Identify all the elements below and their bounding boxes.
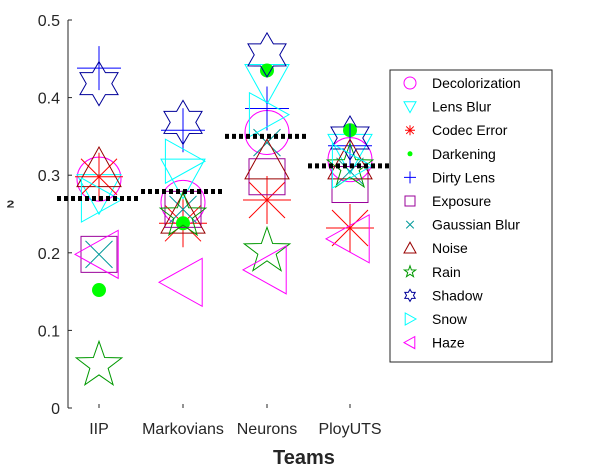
x-tick-label: IIP [89, 421, 109, 438]
y-axis-ticks: 0 0.1 0.2 0.3 0.4 0.5 [38, 13, 72, 418]
data-point [245, 86, 289, 131]
data-point [242, 225, 292, 272]
data-point [326, 203, 374, 252]
data-markers [73, 31, 375, 386]
y-tick-label: 0.2 [38, 246, 60, 263]
legend-label: Rain [432, 264, 461, 280]
data-point [158, 190, 208, 237]
data-point [80, 235, 118, 273]
legend-label: Exposure [432, 193, 491, 209]
y-tick-label: 0.4 [38, 91, 60, 108]
data-point [79, 60, 119, 107]
y-tick-label: 0.5 [38, 13, 60, 30]
legend-marker [403, 241, 417, 254]
x-tick-label: Markovians [142, 421, 224, 438]
data-point [330, 114, 370, 161]
y-axis-label: ₂ [6, 190, 15, 212]
data-point [248, 91, 291, 138]
legend-marker [404, 312, 418, 326]
legend-label: Haze [432, 335, 465, 351]
legend-marker [405, 220, 415, 229]
data-point [163, 99, 203, 146]
legend-label: Darkening [432, 146, 496, 162]
data-point [248, 158, 286, 196]
legend-label: Shadow [432, 287, 483, 303]
legend-marker [405, 125, 415, 136]
data-point [328, 123, 372, 168]
data-point [244, 138, 290, 180]
legend-label: Snow [432, 311, 468, 327]
data-point [157, 257, 203, 308]
data-point [75, 152, 123, 201]
legend-marker [403, 76, 417, 90]
data-point [336, 157, 364, 186]
data-point [164, 138, 207, 185]
legend-label: Lens Blur [432, 99, 491, 115]
legend-marker [403, 101, 417, 114]
legend-marker [402, 335, 416, 350]
legend-label: Decolorization [432, 75, 521, 91]
data-point [92, 283, 106, 298]
legend-label: Dirty Lens [432, 169, 495, 185]
y-tick-label: 0.1 [38, 323, 60, 340]
data-point [160, 192, 206, 234]
data-point [253, 128, 281, 157]
data-point [327, 138, 373, 180]
legend-marker [404, 195, 416, 207]
y-tick-label: 0 [51, 401, 60, 418]
data-point [241, 245, 287, 295]
legend-box [389, 69, 553, 363]
legend-label: Noise [432, 240, 468, 256]
legend-label: Gaussian Blur [432, 217, 520, 233]
legend-marker [407, 151, 413, 157]
mean-lines [57, 133, 392, 201]
data-point [247, 31, 287, 78]
data-point [74, 339, 124, 386]
data-point [260, 63, 274, 78]
legend-label: Codec Error [432, 122, 508, 138]
data-point [161, 108, 205, 153]
x-axis-ticks: IIP Markovians Neurons PloyUTS [89, 404, 382, 438]
data-point [243, 176, 291, 225]
x-tick-label: PloyUTS [318, 421, 381, 438]
legend-marker [403, 288, 417, 303]
legend-marker [404, 171, 416, 184]
data-point [160, 158, 206, 200]
data-point [73, 229, 119, 280]
y-tick-label: 0.3 [38, 168, 60, 185]
data-point [85, 240, 113, 269]
data-point [324, 213, 370, 264]
data-point [176, 216, 190, 231]
data-point [76, 145, 122, 188]
legend-marker [402, 264, 418, 278]
legend: Decolorization Lens Blur Codec Error Darken… [389, 69, 553, 363]
data-point [77, 46, 121, 91]
x-tick-label: Neurons [237, 421, 297, 438]
x-axis-label: Teams [273, 447, 335, 469]
